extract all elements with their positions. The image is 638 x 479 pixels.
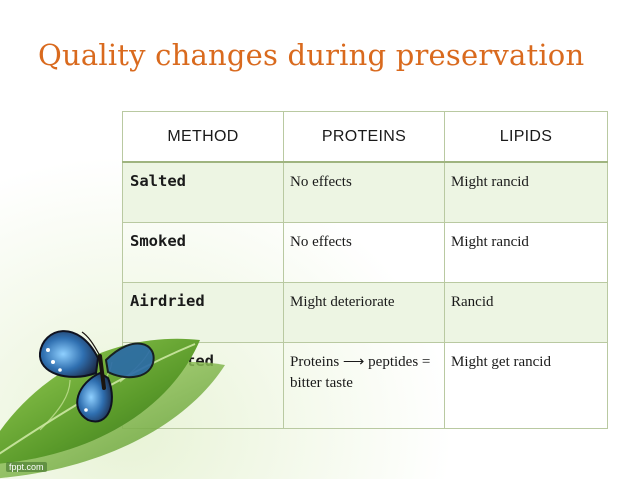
method-cell: Airdried: [122, 282, 284, 343]
method-label: Airdried: [130, 292, 205, 310]
proteins-cell: Proteins ⟶ peptides = bitter taste: [283, 342, 445, 429]
proteins-cell: No effects: [283, 222, 445, 283]
header-proteins: PROTEINS: [283, 111, 445, 163]
preservation-table: METHOD PROTEINS LIPIDS Salted No effects…: [122, 111, 608, 429]
proteins-cell: Might deteriorate: [283, 282, 445, 343]
lipids-cell: Might get rancid: [444, 342, 608, 429]
watermark-text: fppt.com: [6, 462, 47, 472]
table-header-row: METHOD PROTEINS LIPIDS: [122, 111, 608, 163]
table-row: Salted No effects Might rancid: [122, 161, 608, 223]
header-lipids: LIPIDS: [444, 111, 608, 163]
slide-title: Quality changes during preservation: [38, 38, 585, 72]
method-cell: Salted: [122, 161, 284, 223]
lipids-cell: Might rancid: [444, 222, 608, 283]
lipids-cell: Might rancid: [444, 161, 608, 223]
table-row: Airdried Might deteriorate Rancid: [122, 282, 608, 343]
method-cell: Smoked: [122, 222, 284, 283]
method-label: Smoked: [130, 232, 186, 250]
lipids-cell: Rancid: [444, 282, 608, 343]
leaf-butterfly-illustration: [0, 330, 225, 479]
method-label: Salted: [130, 172, 186, 190]
table-row: Smoked No effects Might rancid: [122, 222, 608, 283]
butterfly-icon: [38, 330, 155, 423]
header-method: METHOD: [122, 111, 284, 163]
proteins-cell: No effects: [283, 161, 445, 223]
